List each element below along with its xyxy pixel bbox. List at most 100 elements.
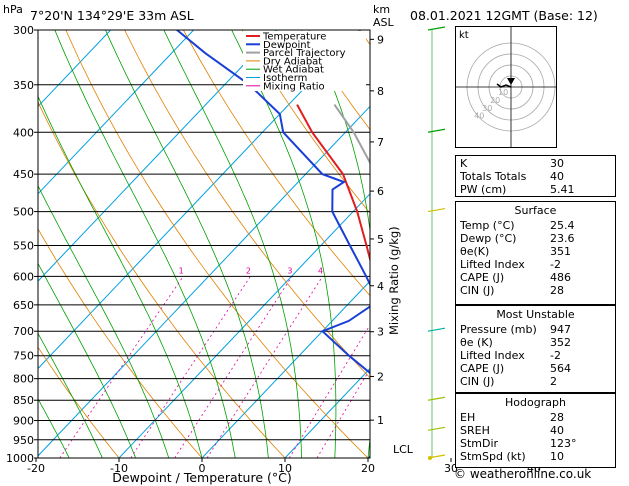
axis-ticks: 3003504004505005506006507007508008509009… (6, 24, 541, 475)
hodograph-row: StmDir 123° (460, 437, 611, 450)
km-tick-label: 2 (377, 370, 384, 383)
surface-value: 23.6 (550, 232, 575, 245)
pressure-tick-label: 800 (13, 373, 34, 386)
legend-background (243, 31, 366, 91)
surface-value: -2 (550, 258, 561, 271)
index-key: K (460, 157, 468, 170)
pressure-tick-label: 900 (13, 415, 34, 428)
hodograph-row: SREH 40 (460, 424, 611, 437)
unstable-key: CIN (J) (460, 375, 495, 388)
hodograph-ring-label: 20 (490, 96, 500, 105)
isotherm-line (38, 30, 277, 282)
km-tick-label: 1 (377, 414, 384, 427)
isotherm-line (118, 193, 370, 458)
isotherm-line (38, 30, 111, 108)
surface-key: Lifted Index (460, 258, 525, 271)
km-tick-label: 6 (377, 185, 384, 198)
legend-entry: Temperature (262, 32, 326, 43)
surface-row: CAPE (J) 486 (460, 271, 611, 284)
km-tick-label: 8 (377, 85, 384, 98)
temp-tick-label: 30 (444, 462, 458, 475)
temp-tick-label: 0 (199, 462, 206, 475)
pressure-tick-label: 650 (13, 299, 34, 312)
lcl-label: LCL (393, 443, 414, 456)
wind-barb (427, 208, 446, 213)
location-title: 7°20'N 134°29'E 33m ASL (30, 8, 194, 23)
legend-entry: Mixing Ratio (263, 81, 325, 92)
surface-row: Dewp (°C) 23.6 (460, 232, 611, 245)
pressure-tick-label: 400 (13, 126, 34, 139)
pressure-tick-label: 1000 (6, 452, 34, 465)
isotherm-line (284, 367, 370, 458)
temp-tick-label: 10 (278, 462, 292, 475)
unstable-value: 564 (550, 362, 571, 375)
surface-value: 486 (550, 271, 571, 284)
wet-adiabat-line (38, 332, 103, 458)
wind-barb (427, 26, 446, 31)
background-lines: 1234810152025 (38, 30, 370, 458)
mixing-ratio-line (174, 276, 293, 458)
surface-row: Temp (°C) 25.4 (460, 219, 611, 232)
pressure-tick-label: 950 (13, 434, 34, 447)
temp-tick-label: -10 (110, 462, 128, 475)
surface-title: Surface (514, 204, 557, 217)
isotherm-line (38, 30, 194, 195)
credit-text: © weatheronline.co.uk (454, 467, 592, 481)
surface-value: 25.4 (550, 219, 575, 232)
surface-row: CIN (J) 28 (460, 284, 611, 297)
legend-entry: Wet Adiabat (263, 65, 324, 76)
surface-value: 28 (550, 284, 564, 297)
unstable-row: Pressure (mb) 947 (460, 323, 611, 336)
asl-unit-label: ASL (373, 16, 394, 29)
pressure-tick-label: 700 (13, 325, 34, 338)
pressure-tick-label: 850 (13, 394, 34, 407)
temp-tick-label: 20 (361, 462, 375, 475)
unstable-row: θe (K) 352 (460, 336, 611, 349)
datetime-title: 08.01.2021 12GMT (Base: 12) (410, 8, 598, 23)
mixing-ratio-label: 2 (246, 266, 251, 275)
surface-wind-dot (428, 456, 432, 460)
surface-key: CAPE (J) (460, 271, 505, 284)
hodograph-ring-label: 10 (498, 88, 508, 97)
wind-barbs (427, 26, 446, 460)
index-value: 40 (550, 170, 564, 183)
unstable-row: Lifted Index -2 (460, 349, 611, 362)
surface-key: CIN (J) (460, 284, 495, 297)
pressure-unit-label: hPa (3, 3, 23, 16)
dry-adiabat-line (38, 346, 120, 458)
index-value: 5.41 (550, 183, 575, 196)
surface-value: 351 (550, 245, 571, 258)
index-row: PW (cm) 5.41 (460, 183, 611, 196)
wet-adiabat-line (38, 398, 70, 458)
hodograph-value: 123° (550, 437, 577, 450)
hodograph-row: EH 28 (460, 411, 611, 424)
pressure-tick-label: 500 (13, 206, 34, 219)
km-unit-label: km (373, 3, 391, 16)
pressure-tick-label: 300 (13, 24, 34, 37)
mixing-ratio-label: 1 (179, 266, 184, 275)
surface-row: θe(K) 351 (460, 245, 611, 258)
isotherm-line (201, 280, 370, 458)
hodograph-row: StmSpd (kt) 10 (460, 450, 611, 463)
hodograph-trace (496, 83, 512, 88)
index-key: PW (cm) (460, 183, 507, 196)
index-key: Totals Totals (460, 170, 527, 183)
pressure-tick-label: 600 (13, 270, 34, 283)
legend-entry: Isotherm (263, 73, 307, 84)
mixing-ratio-axis-label: Mixing Ratio (g/kg) (387, 226, 401, 335)
most-unstable-title: Most Unstable (496, 308, 575, 321)
pressure-tick-label: 450 (13, 168, 34, 181)
series-parcel-trajectory (333, 104, 370, 165)
surface-key: θe(K) (460, 245, 490, 258)
legend-entry: Parcel Trajectory (263, 48, 346, 59)
unstable-value: 947 (550, 323, 571, 336)
series-dewpoint (176, 30, 370, 375)
unstable-key: θe (K) (460, 336, 493, 349)
unstable-value: 352 (550, 336, 571, 349)
unstable-row: CAPE (J) 564 (460, 362, 611, 375)
dry-adiabat-line (241, 30, 370, 214)
km-tick-label: 9 (377, 33, 384, 46)
legend-entry: Dewpoint (263, 40, 311, 51)
